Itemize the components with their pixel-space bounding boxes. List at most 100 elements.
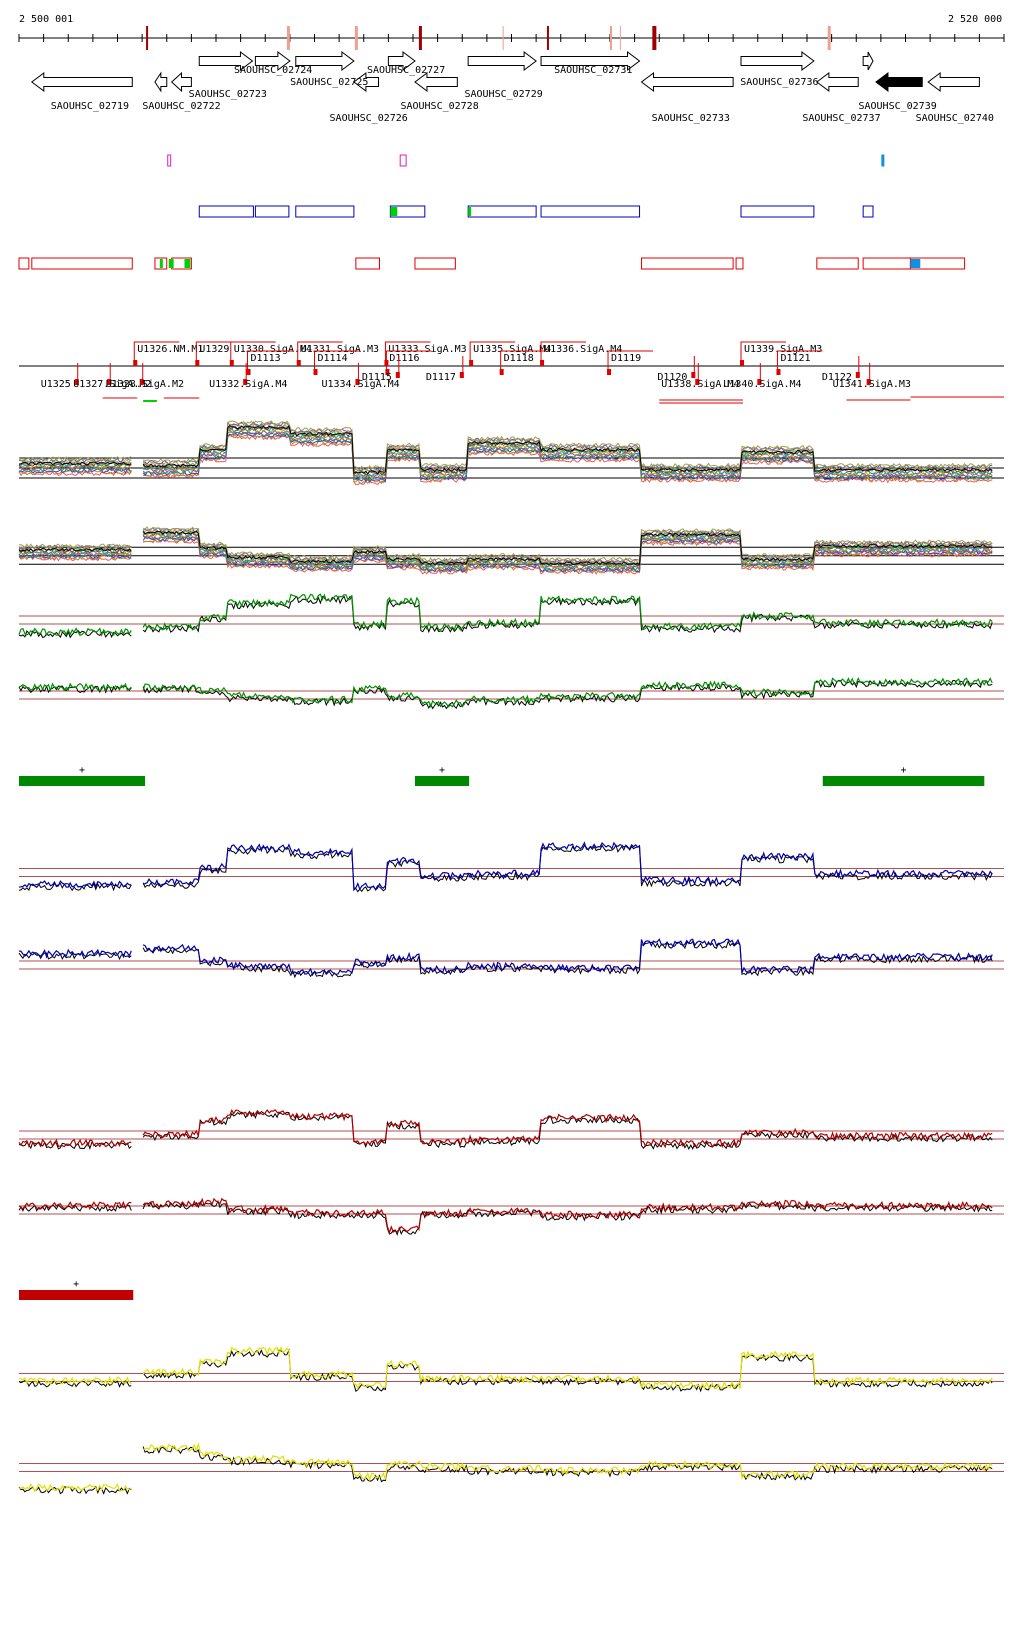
promoter-label: U1333.SigA.M3 <box>388 344 466 355</box>
red-feature <box>816 257 859 270</box>
sample-line <box>18 526 993 563</box>
signal-tracks <box>18 420 1004 1495</box>
gene-label: SAOUHSC_02729 <box>464 89 542 100</box>
promoter-flag <box>107 379 112 385</box>
blue-feature <box>540 205 641 218</box>
promoter-arrow <box>297 341 343 366</box>
region-bar-label: + <box>73 1279 79 1290</box>
region-bar <box>19 776 146 786</box>
gene-arrow <box>467 51 537 71</box>
blue-feature <box>198 205 254 218</box>
gene-arrow <box>254 51 291 71</box>
promoter-flag <box>607 369 612 375</box>
promoter-arrow <box>247 350 293 375</box>
gene-arrow <box>640 72 734 92</box>
promoter-flag <box>195 360 200 366</box>
gene-label: SAOUHSC_02733 <box>652 113 730 124</box>
series-line <box>18 593 993 637</box>
promoter-label: U1341.SigA.M3 <box>833 379 911 390</box>
promoter-arrow <box>540 341 587 366</box>
red-cyan-mark <box>910 259 921 268</box>
gene-label: SAOUHSC_02726 <box>330 113 408 124</box>
blue-feature <box>862 205 874 218</box>
promoter-flag <box>695 379 700 385</box>
gene-arrow <box>927 72 980 92</box>
gene-arrow <box>540 51 641 71</box>
red-feature <box>154 257 168 270</box>
promoter-label: U1338.SigA.M4 <box>661 379 739 390</box>
gene-arrow <box>198 51 254 71</box>
ruler-marker <box>146 26 149 50</box>
promoter-arrow <box>607 350 654 375</box>
region-bar <box>414 776 470 786</box>
promoter-flag <box>139 379 144 385</box>
promoter-arrow <box>384 341 431 366</box>
promoter-arrow <box>314 350 360 375</box>
blue-feature <box>295 205 355 218</box>
gene-arrow <box>353 72 380 92</box>
gene-label: SAOUHSC_02727 <box>367 65 445 76</box>
promoter-label: U1327.SigA.M2 <box>73 379 151 390</box>
promoter-label: U1339.SigA.M3 <box>744 344 822 355</box>
sample-line <box>18 429 993 480</box>
promoter-label: U1331.SigA.M3 <box>301 344 379 355</box>
promoter-arrow <box>133 341 180 366</box>
region-bar-label: + <box>79 765 85 776</box>
red-green-mark <box>159 259 163 268</box>
ruler-marker <box>546 26 549 50</box>
series-line <box>18 676 993 708</box>
promoter-label: U1330.SigA.M4 <box>234 344 312 355</box>
gene-label: SAOUHSC_02719 <box>51 101 129 112</box>
region-bar-label: + <box>901 765 907 776</box>
sample-line <box>18 679 993 710</box>
gene-label: SAOUHSC_02740 <box>916 113 994 124</box>
promoter-flag <box>459 372 464 378</box>
promoter-label: D1121 <box>780 353 810 364</box>
ruler-marker <box>619 26 621 50</box>
promoter-arrow <box>230 341 276 366</box>
series-line <box>18 1197 993 1235</box>
coordinate-ruler: 2 500 001 2 520 000 <box>18 14 1005 50</box>
promoter-label: D1116 <box>389 353 419 364</box>
region-bars: + + + + <box>19 765 985 1300</box>
gene-arrow <box>387 51 416 71</box>
sample-line <box>18 1110 993 1151</box>
promoter-flag <box>74 379 79 385</box>
promoter-flag <box>691 372 696 378</box>
promoter-arrow <box>195 341 242 366</box>
promoter-flag <box>385 369 390 375</box>
sample-line <box>18 940 993 979</box>
promoter-flag <box>540 360 545 366</box>
blue-feature <box>254 205 290 218</box>
series-line <box>18 1346 993 1391</box>
sample-line <box>18 595 993 639</box>
sample-line <box>18 1445 993 1495</box>
sample-line <box>18 533 993 570</box>
ruler-marker <box>418 26 422 50</box>
series-line <box>18 938 993 977</box>
red-feature <box>355 257 381 270</box>
red-feature <box>31 257 133 270</box>
promoter-flag <box>757 379 762 385</box>
promoter-label: D1118 <box>504 353 534 364</box>
gene-label: SAOUHSC_02739 <box>858 101 936 112</box>
promoter-label: D1114 <box>318 353 348 364</box>
promoter-label: D1117 <box>426 372 456 383</box>
sample-line <box>18 530 993 566</box>
blue-feature <box>467 205 537 218</box>
promoter-label: U1332.SigA.M4 <box>209 379 287 390</box>
promoter-label: D1113 <box>251 353 281 364</box>
magenta-feature <box>167 154 172 167</box>
promoter-label: D1115 <box>362 372 392 383</box>
red-feature <box>18 257 30 270</box>
gene-label: SAOUHSC_02725 <box>290 77 368 88</box>
region-bar <box>822 776 985 786</box>
promoter-flag <box>355 379 360 385</box>
magenta-feature <box>399 154 407 167</box>
promoter-flag <box>243 379 248 385</box>
promoter-label: U1329 <box>199 344 229 355</box>
blue-green-mark <box>468 207 472 216</box>
gene-label: SAOUHSC_02728 <box>400 101 478 112</box>
